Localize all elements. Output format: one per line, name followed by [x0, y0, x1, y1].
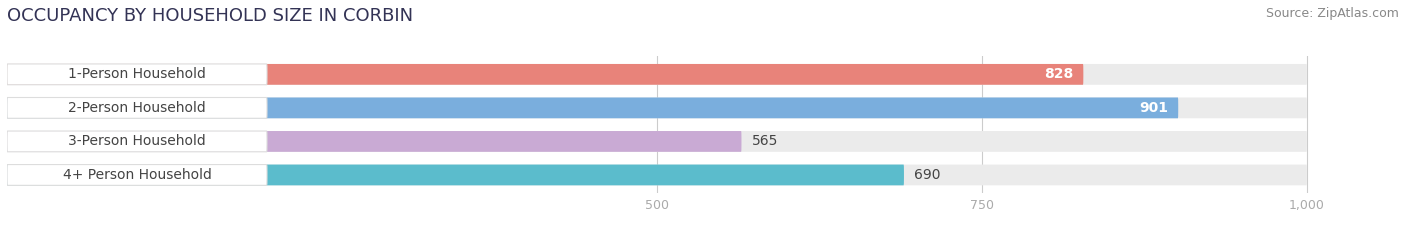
Text: 2-Person Household: 2-Person Household	[67, 101, 205, 115]
FancyBboxPatch shape	[7, 97, 1308, 118]
FancyBboxPatch shape	[7, 131, 267, 152]
Text: 4+ Person Household: 4+ Person Household	[63, 168, 211, 182]
Text: Source: ZipAtlas.com: Source: ZipAtlas.com	[1265, 7, 1399, 20]
Text: 565: 565	[752, 134, 779, 148]
FancyBboxPatch shape	[7, 64, 1308, 85]
FancyBboxPatch shape	[7, 131, 741, 152]
FancyBboxPatch shape	[7, 97, 1178, 118]
FancyBboxPatch shape	[7, 64, 267, 85]
FancyBboxPatch shape	[7, 164, 267, 185]
Text: 828: 828	[1043, 67, 1073, 81]
Text: OCCUPANCY BY HOUSEHOLD SIZE IN CORBIN: OCCUPANCY BY HOUSEHOLD SIZE IN CORBIN	[7, 7, 413, 25]
FancyBboxPatch shape	[7, 131, 1308, 152]
FancyBboxPatch shape	[7, 164, 1308, 185]
Text: 690: 690	[914, 168, 941, 182]
Text: 1-Person Household: 1-Person Household	[67, 67, 205, 81]
FancyBboxPatch shape	[7, 164, 904, 185]
FancyBboxPatch shape	[7, 97, 267, 118]
Text: 901: 901	[1139, 101, 1168, 115]
Text: 3-Person Household: 3-Person Household	[67, 134, 205, 148]
FancyBboxPatch shape	[7, 64, 1084, 85]
